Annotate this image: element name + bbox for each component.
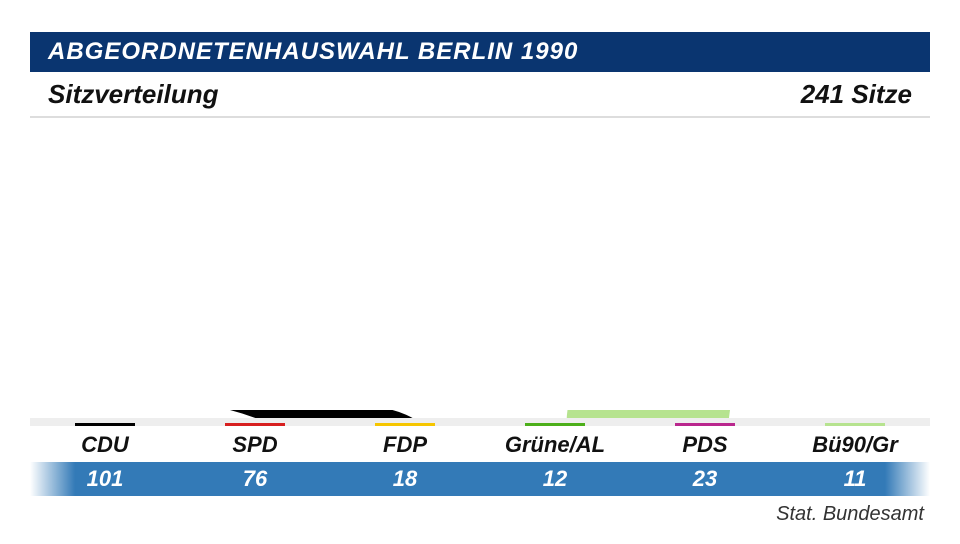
- legend-name-row: CDU SPD FDP Grüne/AL PDS Bü90/Gr: [30, 426, 930, 462]
- total-seats-label: 241 Sitze: [801, 79, 912, 110]
- legend-value-cell: 18: [330, 462, 480, 496]
- party-name: CDU: [81, 432, 129, 457]
- header-title: ABGEORDNETENHAUSWAHL BERLIN 1990: [48, 38, 578, 66]
- page-container: ABGEORDNETENHAUSWAHL BERLIN 1990 Sitzver…: [0, 0, 960, 544]
- legend-name-cell: SPD: [180, 426, 330, 462]
- chart-area: [30, 120, 930, 420]
- legend-swatch-cell: [180, 418, 330, 426]
- legend-swatch-cell: [780, 418, 930, 426]
- party-name: Grüne/AL: [505, 432, 605, 457]
- party-seats: 18: [393, 466, 417, 491]
- legend-name-cell: CDU: [30, 426, 180, 462]
- subtitle: Sitzverteilung: [48, 79, 218, 110]
- legend-swatch-cell: [480, 418, 630, 426]
- legend-value-cell: 76: [180, 462, 330, 496]
- legend-area: CDUSPDFDPGrüne/ALPDSBü90/Gr 101761812231…: [30, 418, 930, 496]
- legend-swatch-cell: [630, 418, 780, 426]
- source-label: Stat. Bundesamt: [776, 503, 924, 526]
- legend-name-cell: Grüne/AL: [480, 426, 630, 462]
- party-seats: 12: [543, 466, 567, 491]
- party-seats: 76: [243, 466, 267, 491]
- legend-value-cell: 23: [630, 462, 780, 496]
- party-seats: 23: [693, 466, 717, 491]
- legend-name-cell: Bü90/Gr: [780, 426, 930, 462]
- legend-swatch-cell: [30, 418, 180, 426]
- party-name: PDS: [682, 432, 727, 457]
- legend-value-cell: 12: [480, 462, 630, 496]
- legend-swatch-cell: [330, 418, 480, 426]
- party-name: SPD: [232, 432, 277, 457]
- legend-name-cell: PDS: [630, 426, 780, 462]
- party-name: FDP: [383, 432, 427, 457]
- party-seats: 101: [87, 466, 124, 491]
- legend-value-row: 101 76 18 12 23 11: [30, 462, 930, 496]
- party-seats: 11: [844, 466, 867, 491]
- legend-value-cell: 101: [30, 462, 180, 496]
- legend-swatch-row: [30, 418, 930, 426]
- legend-value-cell: 11: [780, 462, 930, 496]
- header-bar: ABGEORDNETENHAUSWAHL BERLIN 1990: [30, 32, 930, 72]
- seat-chart-svg: [30, 120, 930, 420]
- subheader: Sitzverteilung 241 Sitze: [30, 72, 930, 118]
- party-name: Bü90/Gr: [812, 432, 898, 457]
- legend-name-cell: FDP: [330, 426, 480, 462]
